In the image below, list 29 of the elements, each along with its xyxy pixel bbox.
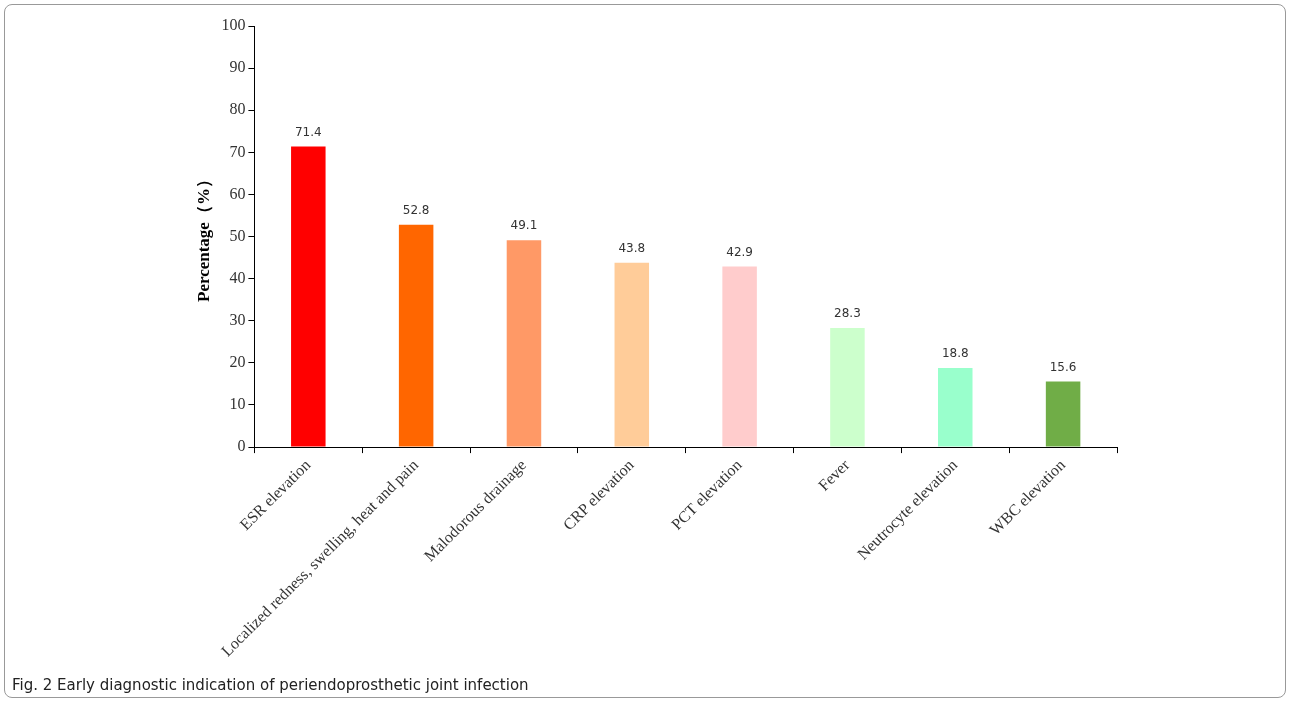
- data-label: 71.4: [294, 124, 322, 139]
- y-tick-label: 30: [229, 310, 246, 328]
- data-label: 18.8: [941, 346, 969, 361]
- y-tick-label: 0: [237, 437, 246, 455]
- y-tick-label: 40: [229, 268, 246, 286]
- y-tick-label: 70: [229, 142, 246, 160]
- bar: [722, 266, 757, 447]
- bar: [398, 224, 434, 447]
- data-label: 52.8: [402, 202, 430, 217]
- bar: [506, 240, 542, 447]
- bar: [614, 262, 650, 447]
- y-tick-label: 100: [221, 16, 246, 34]
- y-tick-label: 90: [229, 58, 246, 76]
- y-tick-label: 60: [229, 184, 246, 202]
- bar: [1045, 381, 1081, 447]
- bar: [938, 367, 973, 447]
- data-label: 15.6: [1049, 359, 1077, 374]
- y-tick-label: 10: [229, 395, 246, 413]
- bar: [291, 146, 326, 447]
- data-label: 43.8: [618, 240, 646, 255]
- y-tick-label: 50: [229, 226, 246, 244]
- data-label: 28.3: [834, 306, 861, 321]
- caption: Fig. 2 Early diagnostic indication of periendoprosthetic joint infection: [12, 676, 529, 694]
- y-axis-title: Percentage（%）: [193, 171, 213, 303]
- bar: [830, 327, 865, 447]
- data-label: 42.9: [726, 244, 753, 259]
- data-label: 49.1: [510, 218, 538, 233]
- y-tick-label: 80: [229, 100, 246, 118]
- y-tick-label: 20: [229, 353, 246, 371]
